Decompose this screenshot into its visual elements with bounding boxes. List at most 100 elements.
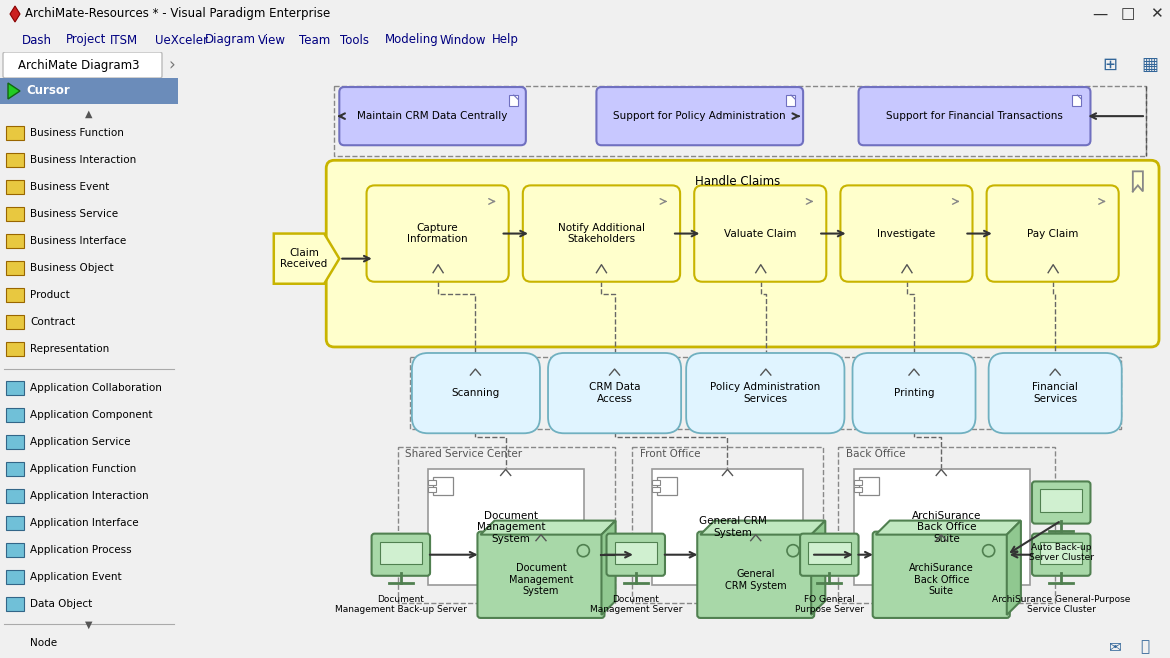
Bar — [6, 489, 25, 503]
Text: Application Process: Application Process — [30, 545, 131, 555]
Text: Node: Node — [30, 638, 57, 648]
Text: Scanning: Scanning — [452, 388, 500, 398]
Bar — [335, 86, 1145, 157]
Polygon shape — [8, 83, 20, 99]
Bar — [6, 315, 25, 329]
Bar — [410, 357, 1121, 429]
Text: CRM Data
Access: CRM Data Access — [589, 382, 640, 404]
Text: Back Office: Back Office — [846, 449, 906, 459]
Text: Document
Management
System: Document Management System — [477, 511, 545, 544]
Bar — [0, 78, 178, 104]
FancyBboxPatch shape — [986, 186, 1119, 282]
Text: Representation: Representation — [30, 344, 109, 354]
Text: ▦: ▦ — [1142, 56, 1158, 74]
Polygon shape — [811, 520, 825, 615]
Text: □: □ — [1121, 7, 1135, 22]
Text: Business Interface: Business Interface — [30, 236, 126, 246]
Text: Capture
Information: Capture Information — [407, 223, 468, 244]
Polygon shape — [601, 520, 615, 615]
FancyBboxPatch shape — [697, 532, 814, 618]
Bar — [433, 478, 453, 495]
Bar — [859, 478, 879, 495]
Text: ›: › — [168, 56, 174, 74]
Text: Policy Administration
Services: Policy Administration Services — [710, 382, 820, 404]
Text: Shared Service Center: Shared Service Center — [405, 449, 522, 459]
FancyBboxPatch shape — [1032, 534, 1090, 576]
FancyBboxPatch shape — [412, 353, 541, 433]
Bar — [398, 447, 614, 603]
Text: ✕: ✕ — [1150, 7, 1162, 22]
FancyBboxPatch shape — [339, 87, 525, 145]
Text: Support for Financial Transactions: Support for Financial Transactions — [886, 111, 1064, 121]
FancyBboxPatch shape — [686, 353, 845, 433]
Polygon shape — [11, 6, 20, 22]
Text: Business Event: Business Event — [30, 182, 109, 192]
Bar — [652, 488, 660, 492]
Text: Application Function: Application Function — [30, 464, 136, 474]
Text: Business Interaction: Business Interaction — [30, 155, 136, 165]
Bar — [6, 288, 25, 302]
Bar — [6, 462, 25, 476]
Bar — [6, 261, 25, 275]
Text: ArchiMate Diagram3: ArchiMate Diagram3 — [18, 59, 139, 72]
Text: Claim
Received: Claim Received — [281, 248, 328, 269]
Bar — [509, 95, 518, 106]
FancyBboxPatch shape — [523, 186, 680, 282]
Text: Auto Back-up
Server Cluster: Auto Back-up Server Cluster — [1028, 543, 1094, 562]
FancyBboxPatch shape — [989, 353, 1122, 433]
Text: Business Function: Business Function — [30, 128, 124, 138]
Text: Team: Team — [300, 34, 330, 47]
Polygon shape — [875, 520, 1021, 535]
Bar — [6, 342, 25, 356]
Text: Modeling: Modeling — [385, 34, 439, 47]
Bar — [632, 447, 824, 603]
Text: Pay Claim: Pay Claim — [1027, 228, 1079, 239]
Text: Document
Management
System: Document Management System — [509, 563, 573, 596]
Text: 📋: 📋 — [1141, 640, 1150, 655]
Text: Application Collaboration: Application Collaboration — [30, 383, 161, 393]
Text: Project: Project — [66, 34, 106, 47]
FancyBboxPatch shape — [366, 186, 509, 282]
Bar — [656, 478, 677, 495]
Bar — [652, 469, 803, 585]
Text: —: — — [1093, 7, 1108, 22]
Bar — [839, 447, 1055, 603]
FancyBboxPatch shape — [372, 534, 431, 576]
Bar — [6, 381, 25, 395]
Text: ▼: ▼ — [85, 620, 92, 630]
Text: Help: Help — [493, 34, 518, 47]
Bar — [6, 543, 25, 557]
Bar — [652, 480, 660, 486]
Text: Support for Policy Administration: Support for Policy Administration — [613, 111, 785, 121]
Text: Application Interaction: Application Interaction — [30, 491, 149, 501]
Text: Valuate Claim: Valuate Claim — [724, 228, 797, 239]
Text: ArchiSurance
Back Office
Suite: ArchiSurance Back Office Suite — [913, 511, 982, 544]
FancyBboxPatch shape — [1032, 482, 1090, 524]
Bar — [428, 488, 436, 492]
Text: ⊞: ⊞ — [1102, 56, 1117, 74]
Text: Front Office: Front Office — [640, 449, 701, 459]
Bar — [6, 636, 25, 650]
Text: ✉: ✉ — [1109, 640, 1121, 655]
Bar — [6, 516, 25, 530]
Bar — [6, 435, 25, 449]
Polygon shape — [274, 234, 339, 284]
FancyBboxPatch shape — [326, 161, 1159, 347]
Text: Application Component: Application Component — [30, 410, 152, 420]
Text: Handle Claims: Handle Claims — [695, 175, 780, 188]
Bar — [379, 542, 422, 564]
Text: Business Object: Business Object — [30, 263, 113, 273]
FancyBboxPatch shape — [4, 52, 161, 78]
Text: General
CRM System: General CRM System — [725, 569, 786, 591]
Text: Data Object: Data Object — [30, 599, 92, 609]
Polygon shape — [481, 520, 615, 535]
Text: Dash: Dash — [22, 34, 51, 47]
FancyBboxPatch shape — [477, 532, 605, 618]
Bar — [1073, 95, 1081, 106]
Bar — [6, 153, 25, 167]
Bar — [854, 480, 861, 486]
Text: Investigate: Investigate — [878, 228, 936, 239]
Text: ITSM: ITSM — [110, 34, 138, 47]
FancyBboxPatch shape — [597, 87, 803, 145]
Text: View: View — [259, 34, 285, 47]
